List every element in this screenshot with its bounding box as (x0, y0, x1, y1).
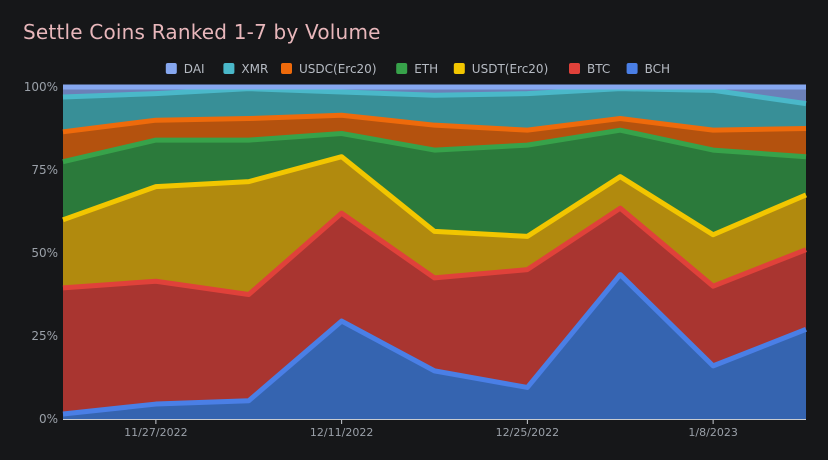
legend-label: USDT(Erc20) (472, 62, 548, 76)
legend-swatch (281, 63, 292, 74)
x-tick-label: 12/25/2022 (496, 426, 559, 439)
legend-item-usdc-erc20[interactable]: USDC(Erc20) (281, 62, 377, 76)
legend[interactable]: DAI XMR USDC(Erc20) ETH USDT(Erc20) BTC BCH (165, 62, 670, 76)
legend-swatch (626, 63, 638, 74)
chart-title: Settle Coins Ranked 1-7 by Volume (23, 20, 381, 44)
legend-label: BTC (587, 62, 610, 76)
legend-swatch (165, 63, 177, 74)
legend-item-bch[interactable]: BCH (626, 62, 670, 76)
line-bch (62, 272, 807, 417)
x-tick-label: 12/11/2022 (310, 426, 373, 439)
legend-item-dai[interactable]: DAI (165, 62, 205, 76)
line-btc (62, 205, 807, 297)
legend-swatch (569, 63, 580, 74)
legend-swatch (396, 63, 408, 74)
legend-item-eth[interactable]: ETH (396, 62, 438, 76)
legend-label: ETH (414, 62, 438, 76)
area-usdc-erc20 (63, 115, 806, 162)
area-eth (63, 130, 806, 237)
area-btc (63, 208, 806, 415)
line-usdt-erc20 (62, 154, 807, 239)
series-lines (62, 84, 807, 417)
legend-swatch (223, 63, 235, 74)
area-usdt-erc20 (63, 156, 806, 295)
legend-label: DAI (184, 62, 205, 76)
y-tick-label: 25% (31, 329, 58, 343)
area-bch (63, 274, 806, 419)
y-tick-label: 100% (24, 80, 58, 94)
x-tick-label: 11/27/2022 (124, 426, 187, 439)
legend-item-usdt-erc20[interactable]: USDT(Erc20) (453, 62, 548, 76)
line-usdc-erc20 (62, 112, 807, 135)
legend-item-btc[interactable]: BTC (569, 62, 610, 76)
legend-label: XMR (241, 62, 268, 76)
legend-label: BCH (645, 62, 670, 76)
x-axis: 11/27/2022 12/11/2022 12/25/2022 1/8/2023 (63, 419, 806, 439)
x-tick-label: 1/8/2023 (688, 426, 737, 439)
y-tick-label: 50% (31, 246, 58, 260)
legend-item-xmr[interactable]: XMR (223, 62, 268, 76)
y-tick-label: 0% (39, 412, 58, 426)
legend-label: USDC(Erc20) (299, 62, 377, 76)
area-xmr (63, 88, 806, 132)
line-xmr (62, 86, 807, 107)
legend-swatch (453, 63, 465, 74)
line-eth (62, 127, 807, 165)
y-axis: 0% 25% 50% 75% 100% (24, 80, 58, 426)
y-tick-label: 75% (31, 163, 58, 177)
